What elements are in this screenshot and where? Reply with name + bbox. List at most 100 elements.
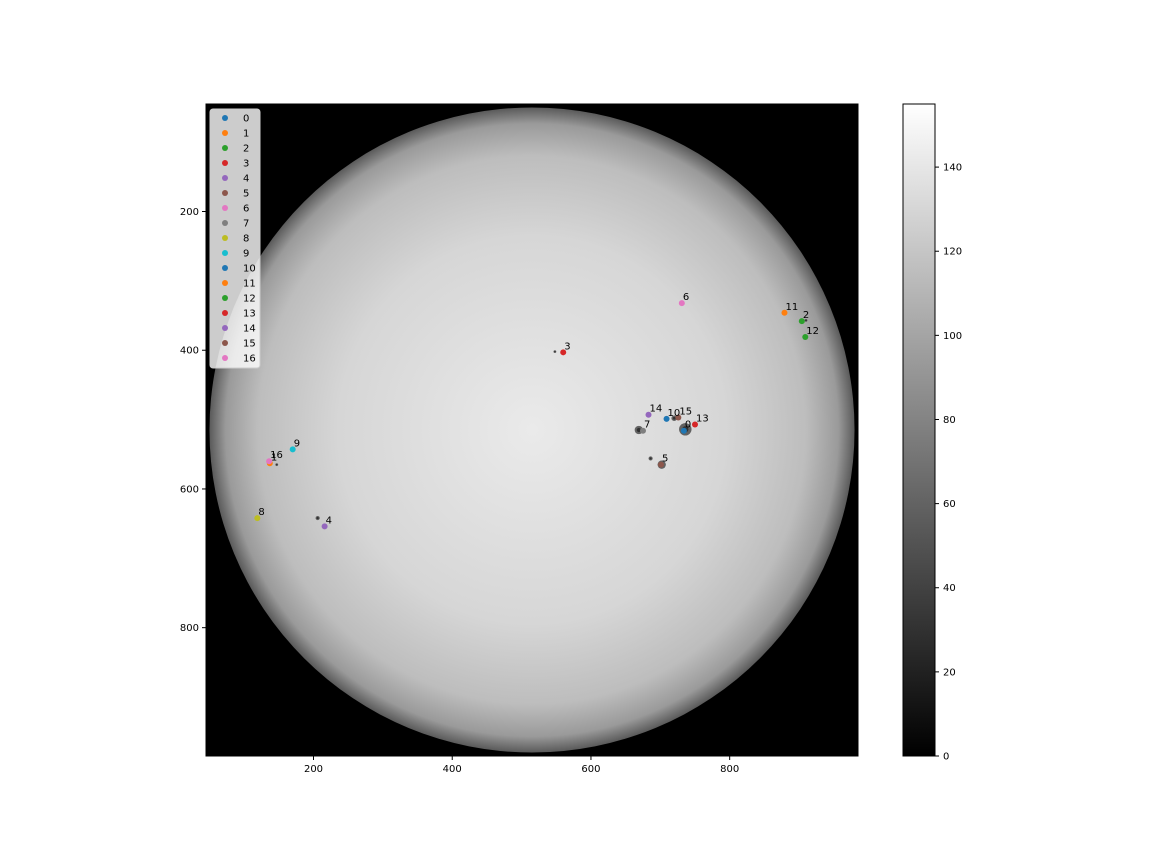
data-points-layer xyxy=(254,300,809,530)
colorbar: 0 20 40 60 80 100 120 140 xyxy=(902,103,962,763)
legend-label-1: 1 xyxy=(243,129,249,140)
x-axis-ticks: 200 400 600 800 xyxy=(304,756,739,775)
sunspot-umbra xyxy=(316,517,319,520)
y-axis-ticks: 200 400 600 800 xyxy=(180,207,206,634)
legend-marker-6 xyxy=(222,205,228,211)
colorbar-ticks: 0 20 40 60 80 100 120 140 xyxy=(935,163,962,763)
point-label-3: 3 xyxy=(564,341,570,352)
colorbar-tick-label: 0 xyxy=(943,752,949,763)
legend-marker-8 xyxy=(222,235,228,241)
x-tick-label: 200 xyxy=(304,764,323,775)
data-point-7 xyxy=(639,427,646,434)
sunspot-umbra xyxy=(805,319,807,322)
legend-label-14: 14 xyxy=(243,324,256,335)
point-label-5: 5 xyxy=(662,454,668,465)
y-tick-label: 600 xyxy=(180,484,199,495)
data-point-4 xyxy=(321,523,328,530)
legend-label-6: 6 xyxy=(243,204,249,215)
data-point-9 xyxy=(289,446,296,453)
colorbar-tick-label: 80 xyxy=(943,415,956,426)
colorbar-tick-label: 120 xyxy=(943,247,962,258)
legend-marker-10 xyxy=(222,265,228,271)
colorbar-gradient xyxy=(902,103,936,757)
legend-marker-15 xyxy=(222,340,228,346)
point-label-11: 11 xyxy=(785,302,798,313)
point-label-15: 15 xyxy=(679,407,692,418)
point-label-4: 4 xyxy=(326,515,332,526)
legend-marker-13 xyxy=(222,310,228,316)
x-tick-label: 400 xyxy=(443,764,462,775)
colorbar-tick-label: 40 xyxy=(943,583,956,594)
legend-label-16: 16 xyxy=(243,354,256,365)
data-point-8 xyxy=(254,515,261,522)
sunspot-umbra xyxy=(276,463,278,466)
data-point-5 xyxy=(658,461,665,468)
legend-marker-14 xyxy=(222,325,228,331)
data-point-0 xyxy=(680,427,687,434)
point-label-7: 7 xyxy=(644,420,650,431)
colorbar-tick-label: 20 xyxy=(943,667,956,678)
y-tick-label: 400 xyxy=(180,346,199,357)
legend-marker-2 xyxy=(222,145,228,151)
colorbar-tick-label: 60 xyxy=(943,499,956,510)
legend-marker-16 xyxy=(222,355,228,361)
data-point-14 xyxy=(645,411,652,418)
legend-label-7: 7 xyxy=(243,219,249,230)
point-label-0: 0 xyxy=(685,420,691,431)
legend-label-12: 12 xyxy=(243,294,256,305)
colorbar-tick-label: 140 xyxy=(943,163,962,174)
y-tick-label: 200 xyxy=(180,207,199,218)
data-point-13 xyxy=(692,421,698,428)
legend-label-4: 4 xyxy=(243,174,249,185)
legend-label-10: 10 xyxy=(243,264,256,275)
colorbar-tick-label: 100 xyxy=(943,331,962,342)
point-label-12: 12 xyxy=(806,326,819,337)
legend-marker-0 xyxy=(222,115,228,121)
y-tick-label: 800 xyxy=(180,623,199,634)
point-label-8: 8 xyxy=(258,507,264,518)
axes-frame xyxy=(205,103,859,757)
point-label-14: 14 xyxy=(650,404,663,415)
data-point-15 xyxy=(675,414,682,421)
sunspot-umbra xyxy=(649,457,652,460)
legend-label-3: 3 xyxy=(243,159,249,170)
legend-label-13: 13 xyxy=(243,309,256,320)
legend-marker-12 xyxy=(222,295,228,301)
legend-marker-11 xyxy=(222,280,228,286)
x-tick-label: 600 xyxy=(581,764,600,775)
point-label-6: 6 xyxy=(683,292,689,303)
point-label-16: 16 xyxy=(270,450,283,461)
legend-label-5: 5 xyxy=(243,189,249,200)
legend-marker-3 xyxy=(222,160,228,166)
data-point-16 xyxy=(266,458,273,465)
point-label-10: 10 xyxy=(668,408,681,419)
point-label-9: 9 xyxy=(294,438,300,449)
legend-marker-7 xyxy=(222,220,228,226)
point-label-1: 1 xyxy=(271,452,277,463)
point-label-13: 13 xyxy=(696,413,709,424)
legend-label-11: 11 xyxy=(243,279,256,290)
data-point-11 xyxy=(781,309,788,316)
solar-disk xyxy=(209,107,855,753)
legend-label-9: 9 xyxy=(243,249,249,260)
point-label-2: 2 xyxy=(803,310,809,321)
sunspot-umbra xyxy=(636,427,641,433)
sunspot-umbra xyxy=(672,416,676,420)
data-point-6 xyxy=(678,300,685,307)
data-point-12 xyxy=(802,334,809,341)
legend-label-15: 15 xyxy=(243,339,256,350)
legend-marker-4 xyxy=(222,175,228,181)
legend-marker-5 xyxy=(222,190,228,196)
legend-label-2: 2 xyxy=(243,144,249,155)
sunspot-umbra xyxy=(554,350,556,353)
x-tick-label: 800 xyxy=(720,764,739,775)
data-point-10 xyxy=(663,415,670,422)
legend-label-8: 8 xyxy=(243,234,249,245)
legend-box xyxy=(209,108,261,369)
legend-marker-9 xyxy=(222,250,228,256)
legend-marker-1 xyxy=(222,130,228,136)
